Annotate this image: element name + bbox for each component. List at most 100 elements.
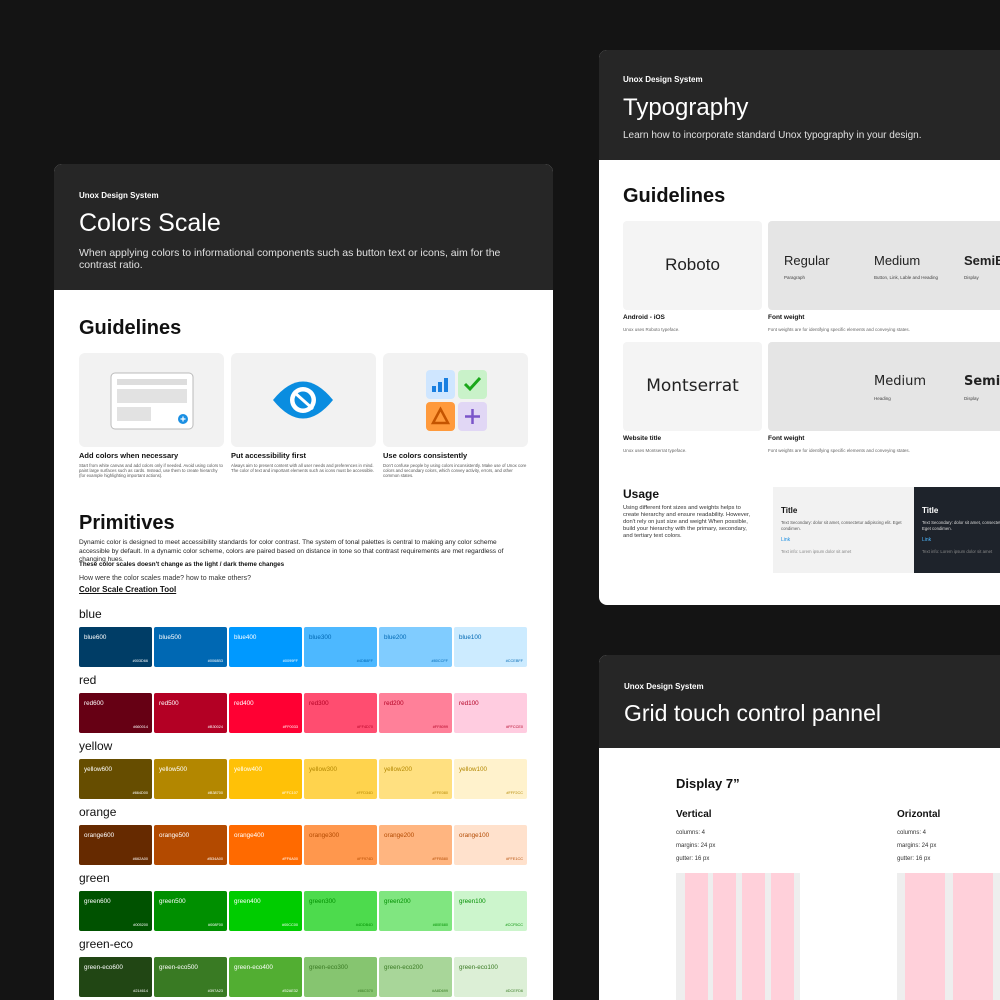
swatch-name: green600 — [84, 898, 111, 905]
colors-card: Unox Design System Colors Scale When apply… — [54, 164, 553, 1000]
swatch: red100 #FFCCE0 — [454, 693, 527, 733]
swatch-hex: #DCEFD6 — [505, 989, 523, 993]
swatch: green-eco100 #DCEFD6 — [454, 957, 527, 997]
swatch-hex: #0068B3 — [207, 659, 223, 663]
scale-name: blue — [79, 607, 102, 621]
link[interactable]: Color Scale Creation Tool — [79, 585, 177, 594]
guideline-illustration — [79, 353, 224, 447]
swatch: blue300 #4DB8FF — [304, 627, 377, 667]
scale-name: orange — [79, 805, 117, 819]
font-weight-box: Regular Paragraph Medium Button, Link, Labl… — [768, 221, 1000, 310]
weight-name: Regular — [784, 253, 830, 268]
swatch-name: orange600 — [84, 832, 115, 839]
layout-spec: columns: 4 — [897, 830, 927, 836]
swatch-name: green-eco500 — [159, 964, 198, 971]
swatch: blue600 #003D66 — [79, 627, 152, 667]
swatch-name: red200 — [384, 700, 404, 707]
font-sample-box: Roboto — [623, 221, 762, 310]
preview-box: Title Text Secondary: dolor sit amet, con… — [773, 487, 914, 573]
grid-card: Unox Design System Grid touch control pan… — [599, 655, 1000, 1000]
guideline-title: Put accessibility first — [231, 451, 307, 460]
swatch-name: yellow600 — [84, 766, 113, 773]
font-weight-box: Medium Heading SemiBold Display — [768, 342, 1000, 431]
swatch-name: green400 — [234, 898, 261, 905]
card-title: Grid touch control pannel — [624, 700, 881, 726]
brand: Unox Design System — [623, 75, 703, 84]
swatch: orange100 #FFE1CC — [454, 825, 527, 865]
scale-name: green — [79, 871, 110, 885]
grid-column — [771, 873, 794, 1000]
swatch-hex: #0099FF — [282, 659, 298, 663]
swatch-name: green-eco600 — [84, 964, 123, 971]
swatch-name: green-eco200 — [384, 964, 423, 971]
swatch: green400 #00CC00 — [229, 891, 302, 931]
swatch-hex: #FF6A00 — [282, 857, 298, 861]
preview-link[interactable]: Link — [922, 537, 932, 543]
swatch: blue500 #0068B3 — [154, 627, 227, 667]
weight-usage: Paragraph — [784, 275, 806, 280]
swatch-name: green-eco100 — [459, 964, 498, 971]
swatch-name: blue200 — [384, 634, 407, 641]
weight-usage: Heading — [874, 396, 891, 401]
layout-spec: columns: 4 — [676, 830, 706, 836]
swatch-name: blue600 — [84, 634, 107, 641]
swatch: green300 #4DDB4D — [304, 891, 377, 931]
swatch: orange500 #B34A00 — [154, 825, 227, 865]
swatch-hex: #FFC107 — [282, 791, 298, 795]
swatch: blue200 #80CCFF — [379, 627, 452, 667]
typography-card: Unox Design System Typography Learn how to… — [599, 50, 1000, 605]
swatch: green200 #80E680 — [379, 891, 452, 931]
swatch-name: red400 — [234, 700, 254, 707]
weight-name: SemiBold — [964, 374, 1000, 389]
preview-secondary: Text Secondary: dolor sit amet, consecte… — [781, 520, 902, 531]
swatch-hex: #FFB580 — [432, 857, 448, 861]
swatch: yellow400 #FFC107 — [229, 759, 302, 799]
font-caption-text: Unox uses Montserrat typeface. — [623, 448, 687, 453]
weight-caption: Font weight — [768, 435, 805, 442]
illustration — [426, 370, 487, 431]
layout-spec: gutter: 16 px — [897, 856, 931, 862]
font-sample: Roboto — [665, 255, 720, 274]
preview-info: Text info: Lorem ipsum dolor sit amet — [781, 549, 852, 554]
swatch-name: yellow500 — [159, 766, 188, 773]
swatch-hex: #662A00 — [132, 857, 148, 861]
swatch-hex: #A8D699 — [432, 989, 448, 993]
swatch-hex: #664D00 — [132, 791, 148, 795]
brand: Unox Design System — [79, 191, 159, 200]
swatch-name: blue100 — [459, 634, 482, 641]
weight-usage: Display — [964, 275, 979, 280]
grid-column — [742, 873, 765, 1000]
swatch-name: yellow200 — [384, 766, 413, 773]
section-title: Guidelines — [623, 185, 726, 207]
swatch: red400 #FF0033 — [229, 693, 302, 733]
weight-caption: Font weight — [768, 314, 805, 321]
swatch: red300 #FF4D70 — [304, 693, 377, 733]
font-sample-box: Montserrat — [623, 342, 762, 431]
preview-info: Text info: Lorem ipsum dolor sit amet — [922, 549, 993, 554]
swatch-name: green500 — [159, 898, 186, 905]
swatch-hex: #CCEBFF — [505, 659, 523, 663]
swatch: orange400 #FF6A00 — [229, 825, 302, 865]
display-title: Display 7” — [676, 776, 740, 791]
swatch-hex: #003D66 — [132, 659, 148, 663]
preview-secondary: Text Secondary: dolor sit amet, consecte… — [922, 520, 1000, 531]
swatch-name: yellow300 — [309, 766, 338, 773]
preview-title: Title — [922, 506, 939, 515]
description: Learn how to incorporate standard Unox t… — [623, 130, 922, 141]
swatch: blue100 #CCEBFF — [454, 627, 527, 667]
layout-name: Vertical — [676, 809, 712, 820]
usage-text: Using different font sizes and weights h… — [623, 505, 751, 539]
swatch-hex: #00CC00 — [281, 923, 298, 927]
swatch-hex: #4DDB4D — [355, 923, 373, 927]
swatch-name: orange300 — [309, 832, 340, 839]
swatch-hex: #B34A00 — [207, 857, 223, 861]
guideline-text: Don't confuse people by using colors inc… — [383, 463, 527, 478]
swatch-name: green200 — [384, 898, 411, 905]
swatch-name: yellow100 — [459, 766, 488, 773]
weight-usage: Display — [964, 396, 979, 401]
swatch-hex: #397A23 — [207, 989, 223, 993]
weight-caption-text: Font weights are for identifying specifi… — [768, 448, 910, 453]
swatch-hex: #4DB8FF — [356, 659, 373, 663]
preview-link[interactable]: Link — [781, 537, 791, 543]
grid-column — [905, 873, 945, 1000]
